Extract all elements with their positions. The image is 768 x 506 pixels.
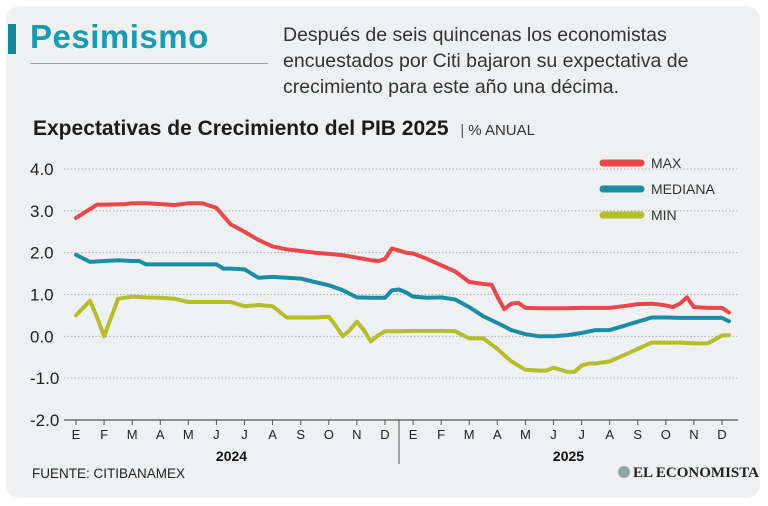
- x-tick-label: E: [72, 427, 81, 442]
- chart-title-text: Expectativas de Crecimiento del PIB 2025: [33, 117, 449, 140]
- year-label: 2024: [216, 448, 247, 464]
- headline-divider: [30, 63, 268, 64]
- x-axis: E F M A M J J A S O N D E F M A M J J A S O N D 2024 2025: [64, 419, 738, 464]
- y-tick-label: -2.0: [30, 411, 59, 430]
- x-tick-label: J: [578, 427, 585, 442]
- intro-text: Después de seis quincenas los economista…: [283, 24, 689, 98]
- x-tick-label: J: [213, 427, 220, 442]
- x-tick-label: A: [605, 427, 614, 442]
- legend-label-mediana: MEDIANA: [651, 181, 715, 197]
- x-tick-label: O: [661, 427, 671, 442]
- x-tick-label: N: [352, 427, 361, 442]
- y-tick-label: 4.0: [30, 160, 54, 179]
- y-tick-label: 3.0: [30, 202, 54, 221]
- x-tick-label: A: [493, 427, 502, 442]
- series-line-min: [74, 294, 731, 374]
- x-tick-label: D: [380, 427, 389, 442]
- infographic-card: [6, 6, 760, 498]
- chart-unit: |% ANUAL: [460, 122, 535, 139]
- x-tick-label: D: [717, 427, 726, 442]
- y-tick-label: -1.0: [30, 369, 59, 388]
- y-axis-ticks: 4.0 3.0 2.0 1.0 0.0 -1.0 -2.0: [30, 160, 59, 430]
- series-line-max: [74, 201, 731, 315]
- x-tick-label: O: [324, 427, 334, 442]
- x-tick-label: N: [689, 427, 698, 442]
- x-tick-label: M: [464, 427, 475, 442]
- brand-logo: EL ECONOMISTA: [618, 465, 759, 482]
- y-tick-label: 2.0: [30, 244, 54, 263]
- legend-label-max: MAX: [651, 155, 682, 171]
- accent-bar: [8, 24, 16, 54]
- x-tick-label: M: [183, 427, 194, 442]
- year-label: 2025: [553, 448, 584, 464]
- chart-title: Expectativas de Crecimiento del PIB 2025…: [33, 117, 535, 141]
- x-tick-label: F: [100, 427, 108, 442]
- x-tick-label: S: [633, 427, 642, 442]
- x-tick-label: F: [437, 427, 445, 442]
- gridlines: [64, 168, 738, 379]
- x-tick-label: S: [296, 427, 305, 442]
- headline: Pesimismo: [30, 18, 209, 55]
- x-tick-label: J: [550, 427, 557, 442]
- source-note: FUENTE: CITIBANAMEX: [32, 466, 186, 481]
- legend-label-min: MIN: [651, 207, 677, 223]
- legend: MAX MEDIANA MIN: [599, 155, 715, 223]
- x-tick-label: E: [409, 427, 418, 442]
- x-tick-label: M: [520, 427, 531, 442]
- x-tick-label: J: [241, 427, 248, 442]
- brand-name: EL ECONOMISTA: [633, 465, 759, 481]
- y-tick-label: 0.0: [30, 327, 54, 346]
- x-tick-label: A: [268, 427, 277, 442]
- x-tick-label: A: [156, 427, 165, 442]
- series-lines: [74, 201, 731, 374]
- chart-unit-text: % ANUAL: [468, 122, 535, 139]
- y-tick-label: 1.0: [30, 286, 54, 305]
- x-tick-label: M: [127, 427, 138, 442]
- series-line-mediana: [74, 252, 731, 339]
- brand-mark-icon: [618, 466, 630, 478]
